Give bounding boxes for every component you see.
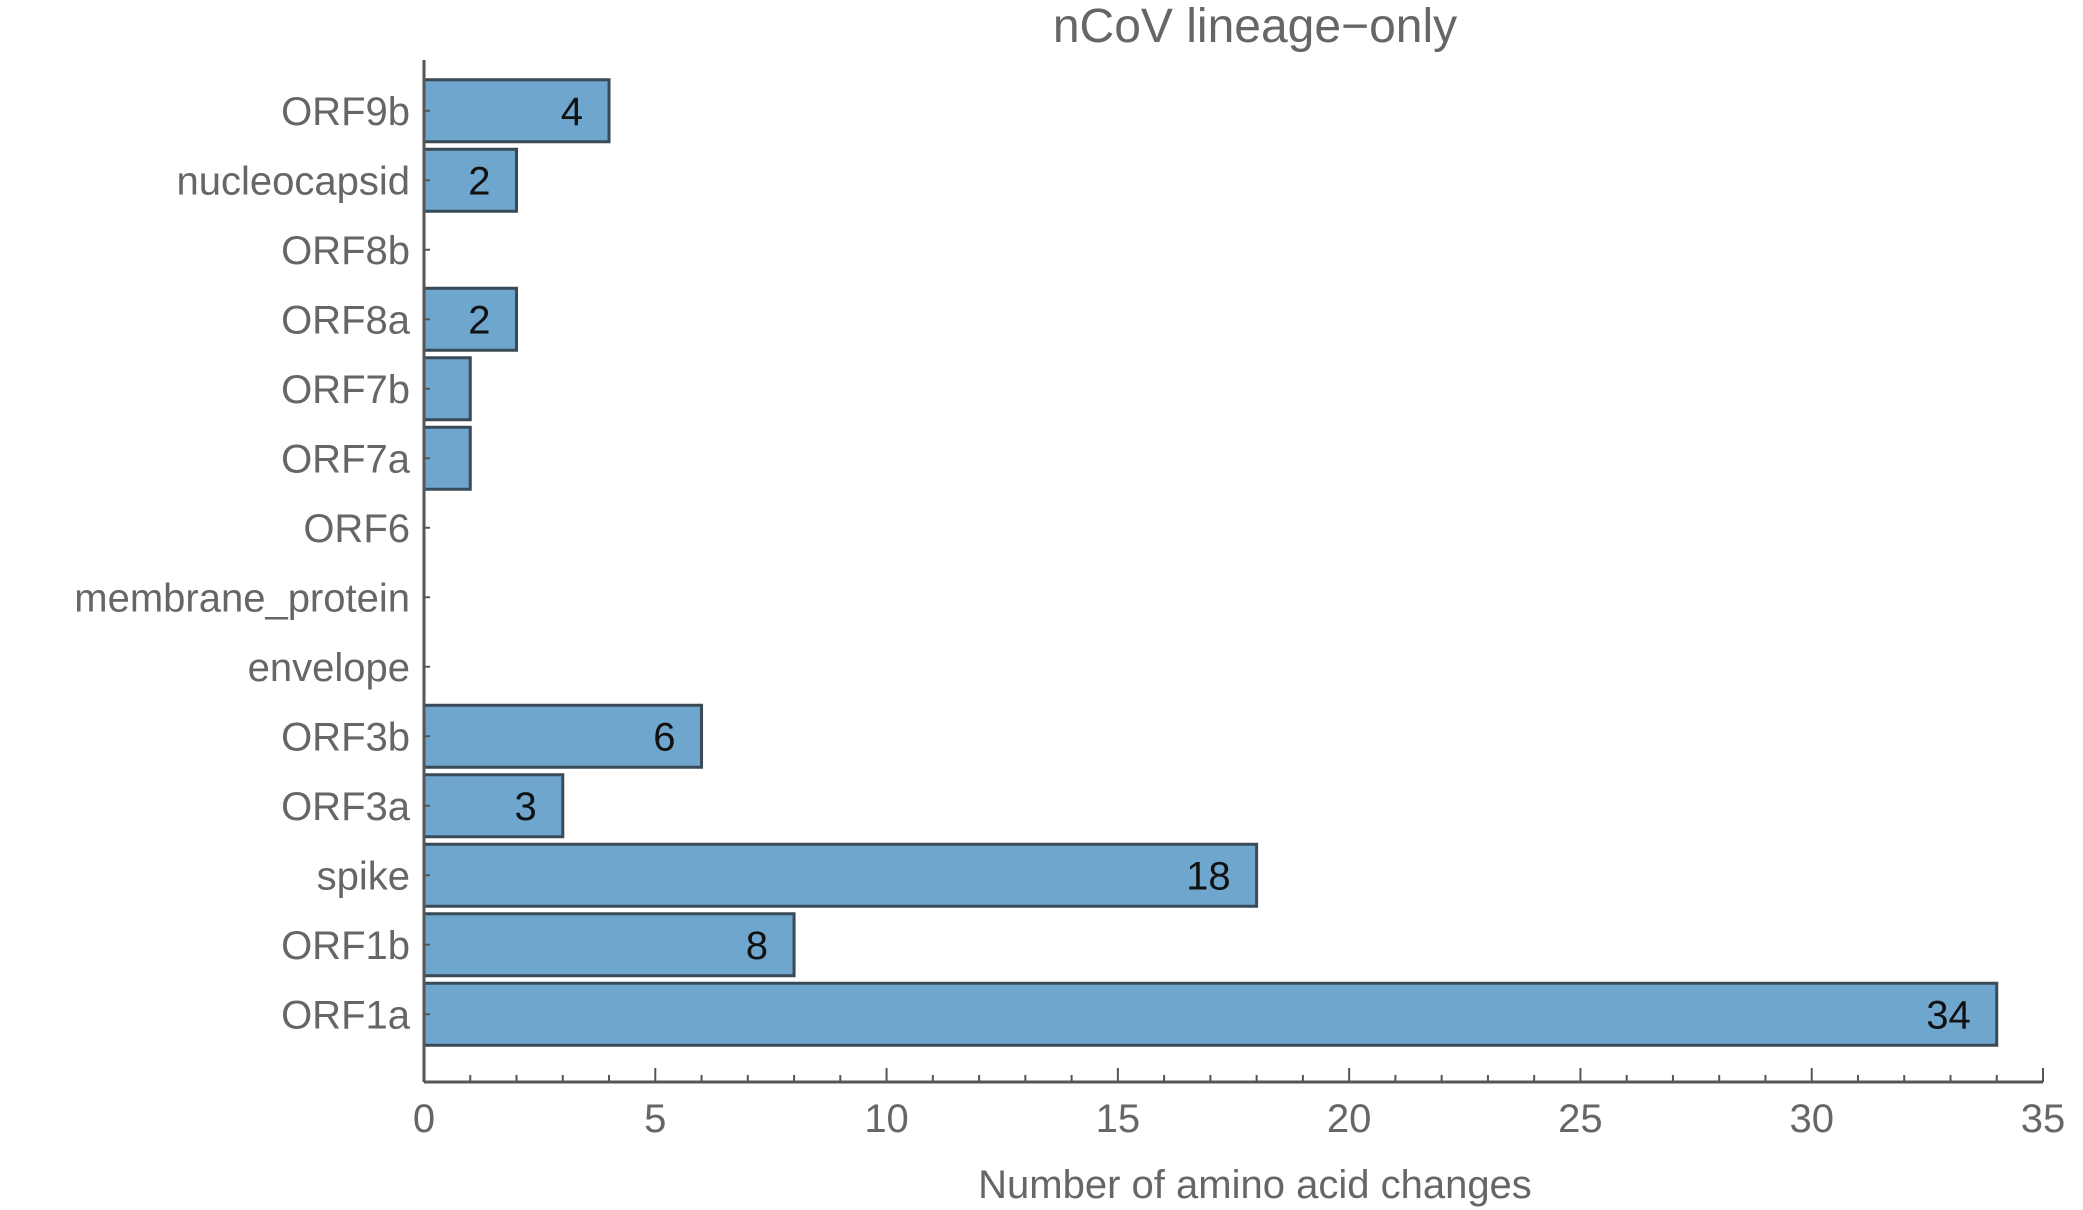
data-label-orf1b: 8 [746,924,768,968]
data-label-orf1a: 34 [1926,993,1971,1037]
bar-orf7a [422,425,472,491]
category-label-orf7b: ORF7b [281,368,410,412]
x-tick-label: 10 [864,1097,909,1141]
axes-layer [422,60,2044,1084]
category-label-orf8b: ORF8b [281,229,410,273]
labels-layer: ORF1a 34 ORF1b 8 spike 18 ORF3a 3 ORF3b 6 envelope… [74,90,2065,1141]
data-label-spike: 18 [1186,854,1231,898]
bar-nucleocapsid [422,147,519,213]
data-label-orf3a: 3 [515,785,537,829]
bar-orf3a [422,773,565,839]
x-tick-label: 20 [1327,1097,1372,1141]
x-tick-label: 5 [644,1097,666,1141]
data-label-orf9b: 4 [561,90,583,134]
chart-title: nCoV lineage−only [1053,0,1457,53]
x-tick-label: 25 [1558,1097,1603,1141]
bar-orf1b [422,912,796,978]
x-tick-label: 15 [1096,1097,1141,1141]
bar-orf8a [422,286,519,352]
category-label-orf6: ORF6 [303,507,410,551]
bars-layer [422,78,1999,1047]
data-label-orf8a: 2 [468,298,490,342]
category-label-orf7a: ORF7a [281,437,411,481]
category-label-orf3b: ORF3b [281,715,410,759]
category-label-orf1a: ORF1a [281,993,411,1037]
category-label-envelope: envelope [248,646,410,690]
x-axis-title: Number of amino acid changes [978,1163,1532,1207]
bar-orf1a [422,981,1999,1047]
x-tick-label: 0 [413,1097,435,1141]
category-label-nucleocapsid: nucleocapsid [177,159,411,203]
category-label-orf8a: ORF8a [281,298,411,342]
x-tick-label: 35 [2021,1097,2066,1141]
data-label-nucleocapsid: 2 [468,159,490,203]
category-label-orf9b: ORF9b [281,90,410,134]
bar-spike [422,842,1259,908]
bar-orf9b [422,78,611,144]
category-label-spike: spike [317,854,410,898]
data-label-orf3b: 6 [653,715,675,759]
category-label-orf1b: ORF1b [281,924,410,968]
bar-orf7b [422,356,472,422]
x-tick-label: 30 [1789,1097,1834,1141]
category-label-membrane-protein: membrane_protein [74,576,410,620]
category-label-orf3a: ORF3a [281,785,411,829]
